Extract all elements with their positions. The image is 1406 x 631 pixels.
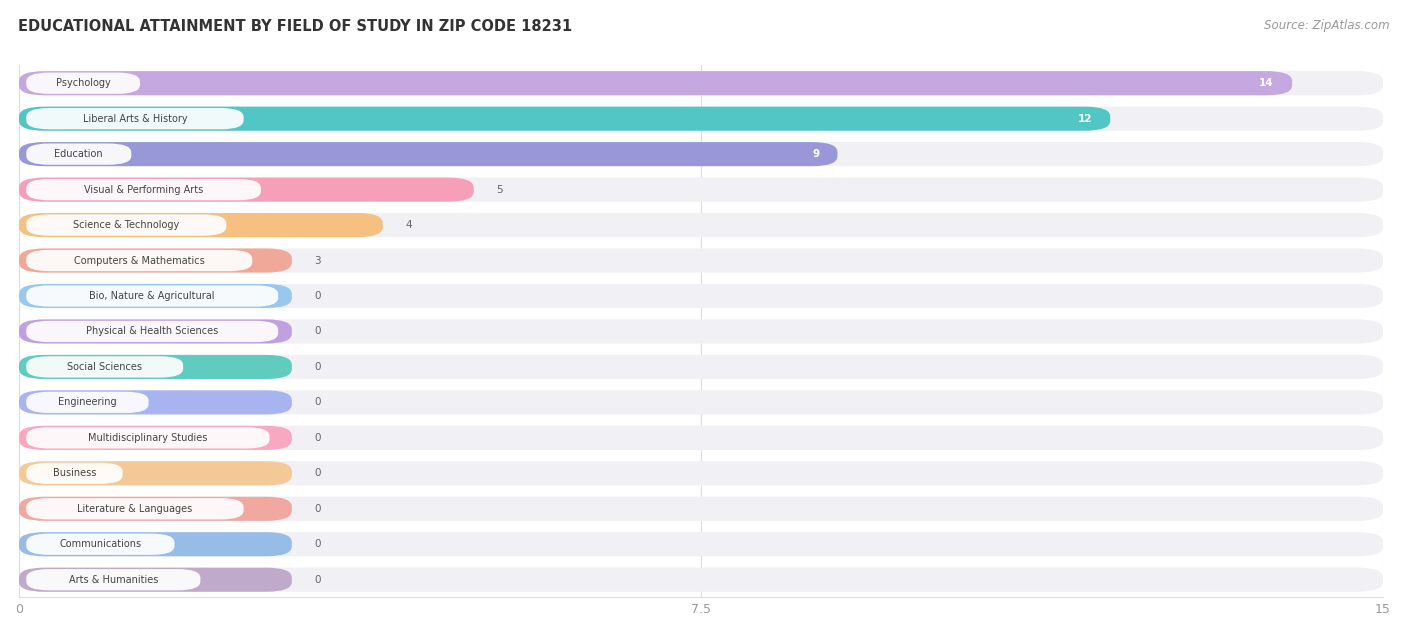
FancyBboxPatch shape xyxy=(27,108,243,129)
FancyBboxPatch shape xyxy=(27,392,149,413)
Text: 14: 14 xyxy=(1260,78,1274,88)
Text: 0: 0 xyxy=(315,540,321,549)
Text: Communications: Communications xyxy=(59,540,142,549)
FancyBboxPatch shape xyxy=(20,497,1384,521)
Text: Multidisciplinary Studies: Multidisciplinary Studies xyxy=(89,433,208,443)
Text: 0: 0 xyxy=(315,362,321,372)
FancyBboxPatch shape xyxy=(27,285,278,307)
Text: 12: 12 xyxy=(1077,114,1092,124)
Text: 9: 9 xyxy=(813,149,820,159)
FancyBboxPatch shape xyxy=(20,213,1384,237)
FancyBboxPatch shape xyxy=(20,249,292,273)
FancyBboxPatch shape xyxy=(20,497,292,521)
FancyBboxPatch shape xyxy=(20,426,1384,450)
Text: Source: ZipAtlas.com: Source: ZipAtlas.com xyxy=(1264,19,1389,32)
Text: Computers & Mathematics: Computers & Mathematics xyxy=(75,256,205,266)
Text: 0: 0 xyxy=(315,575,321,585)
FancyBboxPatch shape xyxy=(27,179,262,200)
FancyBboxPatch shape xyxy=(20,107,1111,131)
Text: Arts & Humanities: Arts & Humanities xyxy=(69,575,157,585)
Text: Engineering: Engineering xyxy=(58,398,117,408)
FancyBboxPatch shape xyxy=(20,461,292,485)
FancyBboxPatch shape xyxy=(20,249,1384,273)
FancyBboxPatch shape xyxy=(20,284,292,308)
Text: 0: 0 xyxy=(315,468,321,478)
FancyBboxPatch shape xyxy=(20,177,474,202)
Text: 0: 0 xyxy=(315,326,321,336)
Text: Science & Technology: Science & Technology xyxy=(73,220,180,230)
FancyBboxPatch shape xyxy=(20,426,292,450)
Text: 4: 4 xyxy=(405,220,412,230)
Text: Psychology: Psychology xyxy=(56,78,111,88)
FancyBboxPatch shape xyxy=(20,532,1384,557)
FancyBboxPatch shape xyxy=(27,321,278,342)
Text: Bio, Nature & Agricultural: Bio, Nature & Agricultural xyxy=(90,291,215,301)
FancyBboxPatch shape xyxy=(27,427,270,449)
Text: 0: 0 xyxy=(315,433,321,443)
Text: 5: 5 xyxy=(496,185,503,194)
FancyBboxPatch shape xyxy=(20,71,1292,95)
Text: 0: 0 xyxy=(315,398,321,408)
FancyBboxPatch shape xyxy=(20,177,1384,202)
FancyBboxPatch shape xyxy=(27,498,243,519)
FancyBboxPatch shape xyxy=(20,355,1384,379)
Text: 0: 0 xyxy=(315,291,321,301)
FancyBboxPatch shape xyxy=(27,73,141,94)
Text: Physical & Health Sciences: Physical & Health Sciences xyxy=(86,326,218,336)
FancyBboxPatch shape xyxy=(27,463,122,484)
FancyBboxPatch shape xyxy=(20,319,1384,343)
Text: Literature & Languages: Literature & Languages xyxy=(77,504,193,514)
FancyBboxPatch shape xyxy=(20,532,292,557)
FancyBboxPatch shape xyxy=(20,142,838,166)
FancyBboxPatch shape xyxy=(27,215,226,236)
FancyBboxPatch shape xyxy=(20,461,1384,485)
FancyBboxPatch shape xyxy=(27,569,201,591)
Text: Business: Business xyxy=(53,468,96,478)
FancyBboxPatch shape xyxy=(20,284,1384,308)
FancyBboxPatch shape xyxy=(20,319,292,343)
FancyBboxPatch shape xyxy=(20,568,1384,592)
Text: Education: Education xyxy=(55,149,103,159)
FancyBboxPatch shape xyxy=(20,142,1384,166)
FancyBboxPatch shape xyxy=(20,391,1384,415)
FancyBboxPatch shape xyxy=(20,213,382,237)
FancyBboxPatch shape xyxy=(20,71,1384,95)
Text: 3: 3 xyxy=(315,256,321,266)
Text: Social Sciences: Social Sciences xyxy=(67,362,142,372)
Text: Visual & Performing Arts: Visual & Performing Arts xyxy=(84,185,204,194)
FancyBboxPatch shape xyxy=(20,391,292,415)
Text: 0: 0 xyxy=(315,504,321,514)
FancyBboxPatch shape xyxy=(27,143,131,165)
FancyBboxPatch shape xyxy=(20,568,292,592)
FancyBboxPatch shape xyxy=(27,534,174,555)
Text: Liberal Arts & History: Liberal Arts & History xyxy=(83,114,187,124)
FancyBboxPatch shape xyxy=(27,250,252,271)
FancyBboxPatch shape xyxy=(20,107,1384,131)
Text: EDUCATIONAL ATTAINMENT BY FIELD OF STUDY IN ZIP CODE 18231: EDUCATIONAL ATTAINMENT BY FIELD OF STUDY… xyxy=(18,19,572,34)
FancyBboxPatch shape xyxy=(20,355,292,379)
FancyBboxPatch shape xyxy=(27,357,183,377)
